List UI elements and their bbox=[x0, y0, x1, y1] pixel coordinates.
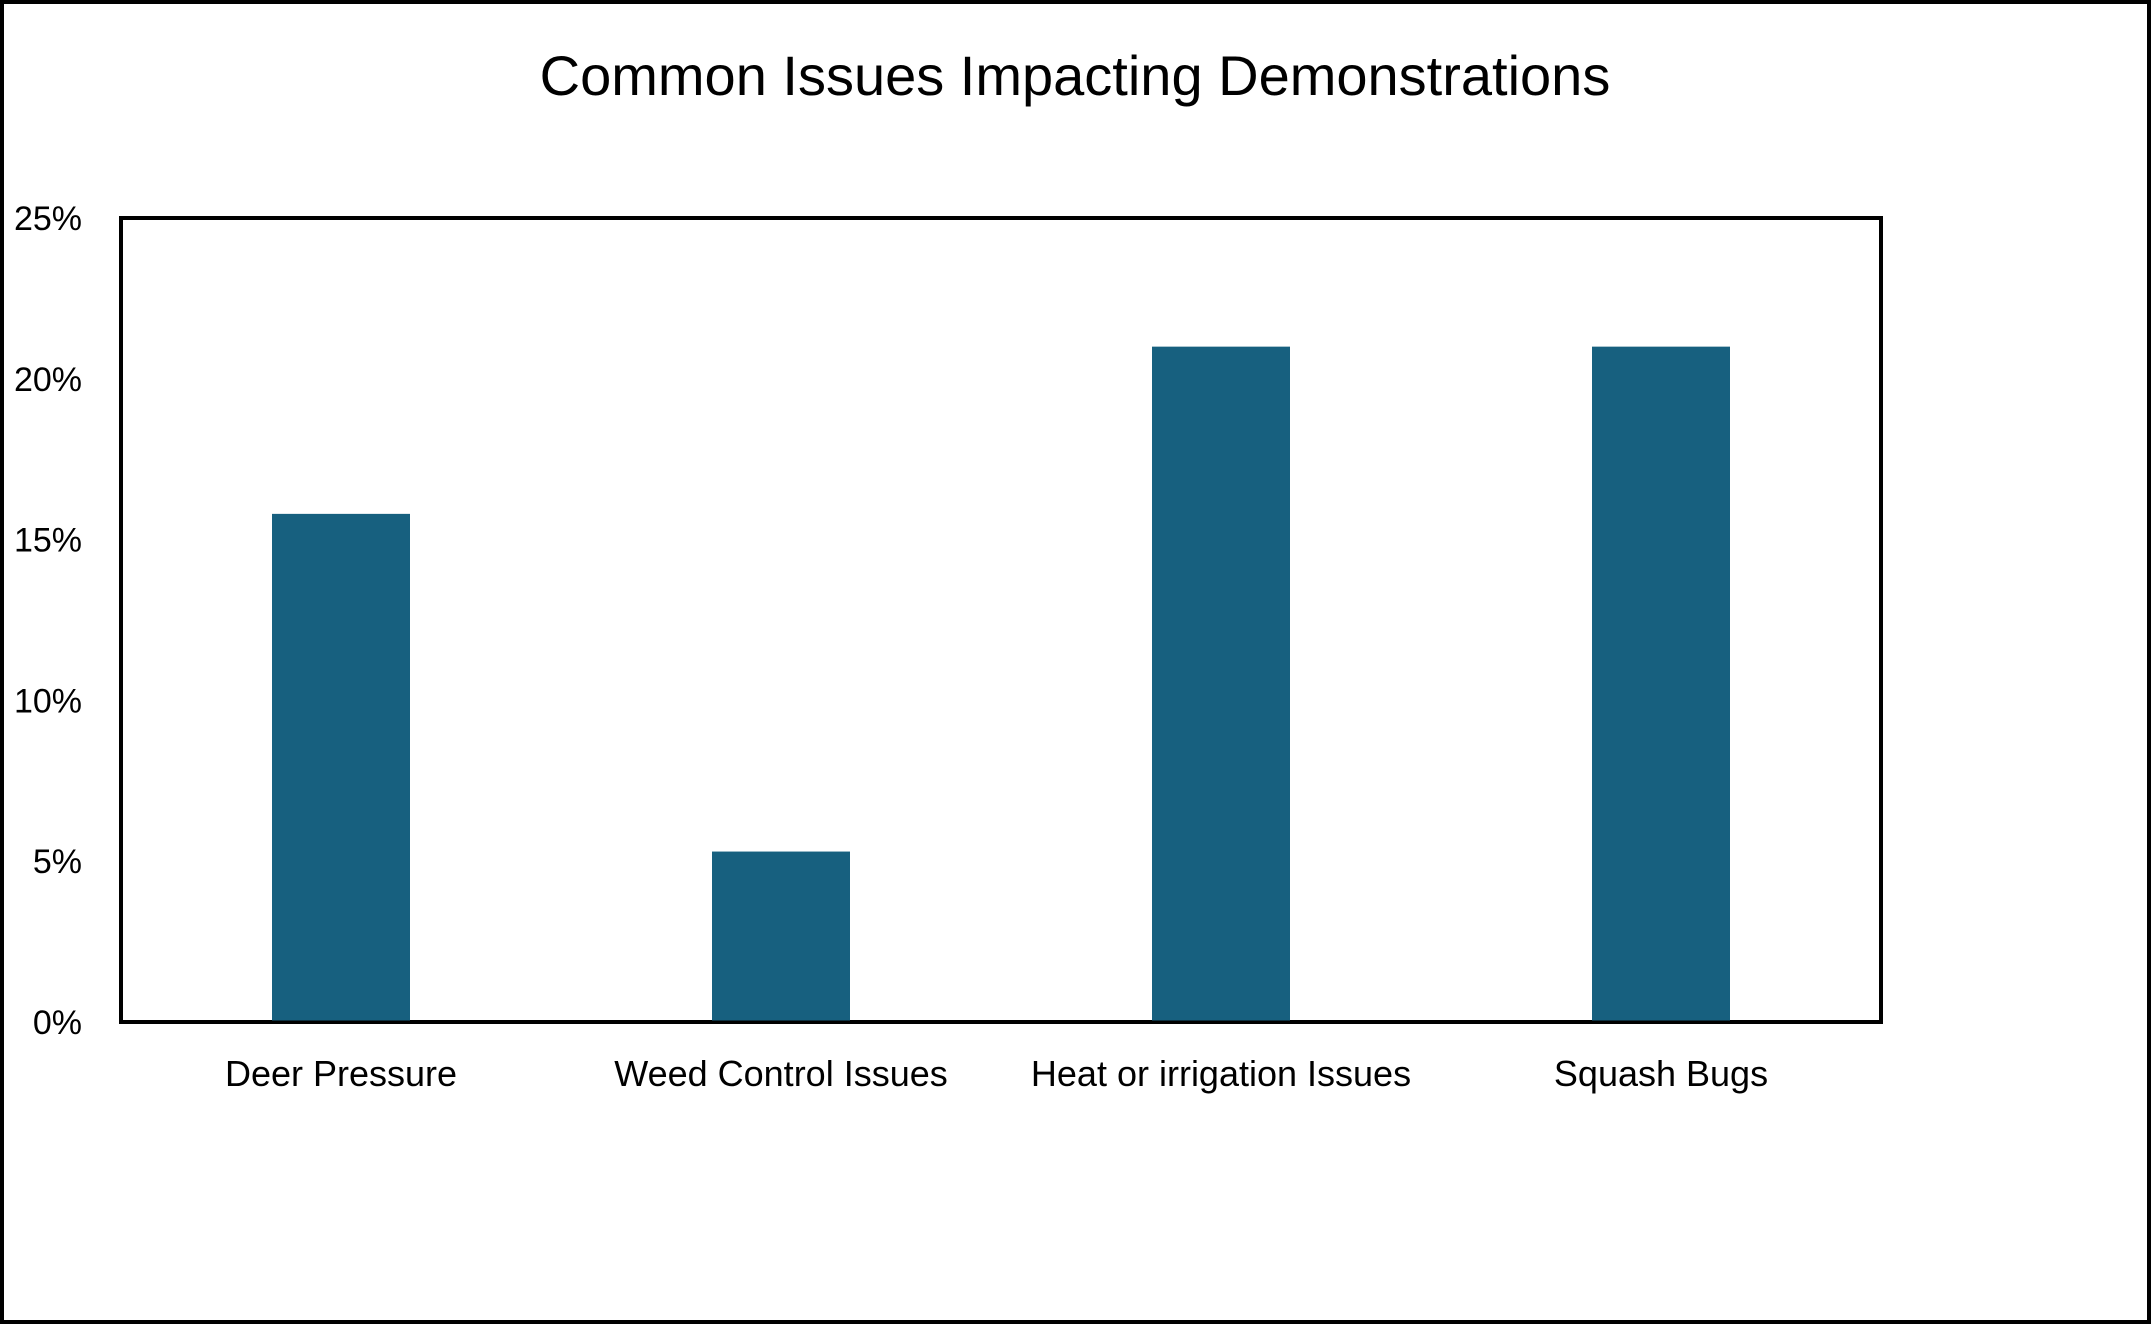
bar-deer-pressure bbox=[272, 513, 410, 1021]
y-tick-label: 0% bbox=[33, 1004, 82, 1042]
x-category-label: Weed Control Issues bbox=[614, 1053, 948, 1094]
y-tick-label: 15% bbox=[14, 522, 82, 560]
x-category-label: Heat or irrigation Issues bbox=[1031, 1053, 1411, 1094]
bar-squash-bugs bbox=[1592, 346, 1730, 1021]
bar-weed-control-issues bbox=[712, 851, 850, 1021]
bar-heat-or-irrigation-issues bbox=[1152, 346, 1290, 1021]
chart-title: Common Issues Impacting Demonstrations bbox=[540, 44, 1611, 107]
y-tick-label: 20% bbox=[14, 361, 82, 399]
x-category-label: Deer Pressure bbox=[225, 1053, 457, 1094]
bars-layer bbox=[272, 346, 1730, 1021]
y-axis-ticks: 0% 5% 10% 15% 20% 25% bbox=[14, 200, 82, 1042]
y-tick-label: 5% bbox=[33, 843, 82, 881]
x-category-label: Squash Bugs bbox=[1554, 1053, 1768, 1094]
y-tick-label: 10% bbox=[14, 682, 82, 720]
y-tick-label: 25% bbox=[14, 200, 82, 238]
x-axis-categories: Deer Pressure Weed Control Issues Heat or … bbox=[225, 1053, 1768, 1094]
